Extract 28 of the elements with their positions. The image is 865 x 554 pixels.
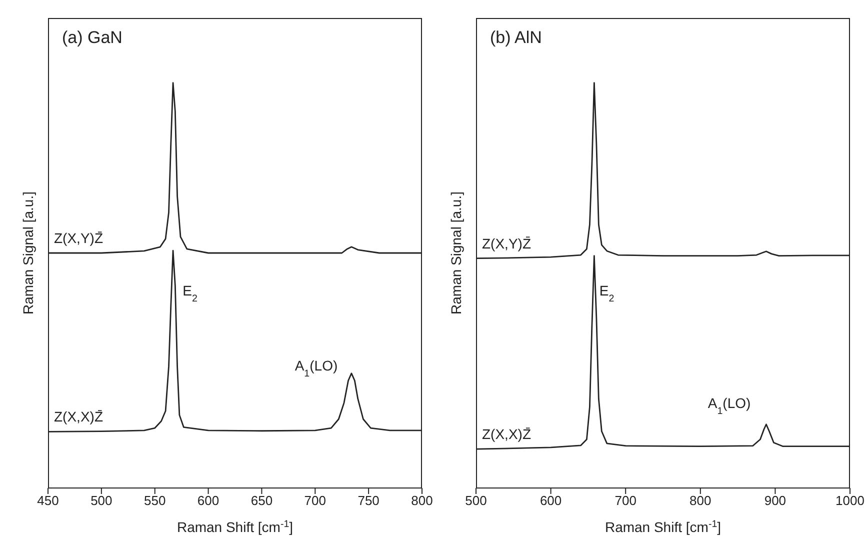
x-tick-label: 800 [411,493,433,508]
annotation: E$_{2}$ [182,282,198,304]
x-axis-title: Raman Shift [cm$^{-1}$] [604,518,722,535]
chart-title: (a) GaN [62,28,122,47]
y-axis-title: Raman Signal [a.u.] [20,192,36,314]
x-axis-title: Raman Shift [cm$^{-1}$] [176,518,294,535]
x-tick-label: 1000 [836,493,864,508]
series-label: Z(X,X)Z̄ [54,408,104,425]
x-tick-label: 550 [144,493,166,508]
x-tick-label: 600 [197,493,220,508]
chart-title: (b) AlN [490,28,542,47]
series-label: Z(X,Y)Z̄ [482,235,532,252]
x-tick-label: 500 [90,493,112,508]
x-tick-label: 900 [764,493,786,508]
x-tick-label: 750 [358,493,380,508]
annotation: A$_{1}$(LO) [294,358,338,379]
annotation: E$_{2}$ [599,282,614,304]
x-tick-label: 600 [540,493,562,508]
x-tick-label: 700 [304,493,326,508]
x-tick-label: 700 [614,493,636,508]
x-tick-label: 650 [250,493,273,508]
series-label: Z(X,X)Z̄ [482,426,532,442]
x-tick-label: 500 [465,493,487,508]
x-tick-label: 800 [690,493,712,508]
annotation: A$_{1}$(LO) [708,395,751,417]
x-tick-label: 450 [37,493,59,508]
series-label: Z(X,Y)Z̄ [54,230,104,246]
y-axis-title: Raman Signal [a.u.] [448,192,464,314]
